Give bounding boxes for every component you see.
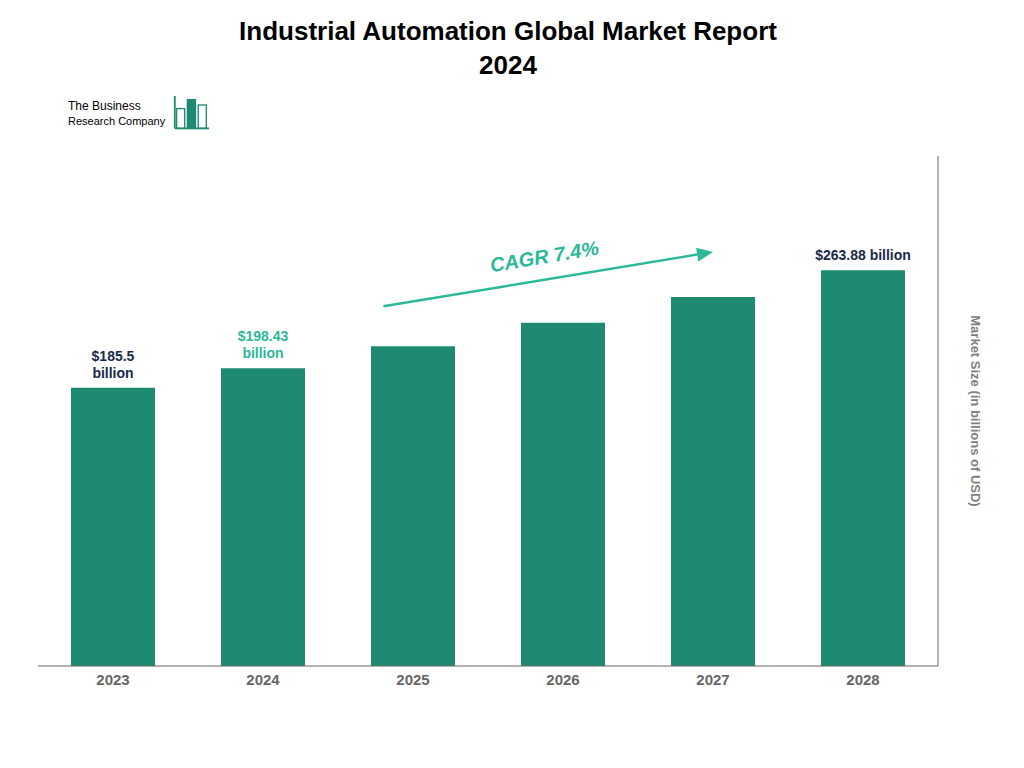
html-text:The Business: The Business <box>68 99 141 113</box>
svg-text:2027: 2027 <box>696 671 729 688</box>
html-text:Industrial Automation Global M: Industrial Automation Global Market Repo… <box>239 16 777 46</box>
html-text:Research Company: Research Company <box>68 115 166 127</box>
svg-text:$185.5billion: $185.5billion <box>92 348 135 381</box>
svg-text:2028: 2028 <box>846 671 879 688</box>
svg-text:Market Size (in billions of US: Market Size (in billions of USD) <box>968 315 983 506</box>
svg-text:2026: 2026 <box>546 671 579 688</box>
html-text:2024: 2024 <box>479 50 537 80</box>
svg-text:2024: 2024 <box>246 671 280 688</box>
svg-text:$263.88 billion: $263.88 billion <box>815 247 911 263</box>
svg-text:2023: 2023 <box>96 671 129 688</box>
svg-text:CAGR 7.4%: CAGR 7.4% <box>488 237 600 277</box>
svg-text:$198.43billion: $198.43billion <box>238 328 289 361</box>
svg-text:2025: 2025 <box>396 671 429 688</box>
